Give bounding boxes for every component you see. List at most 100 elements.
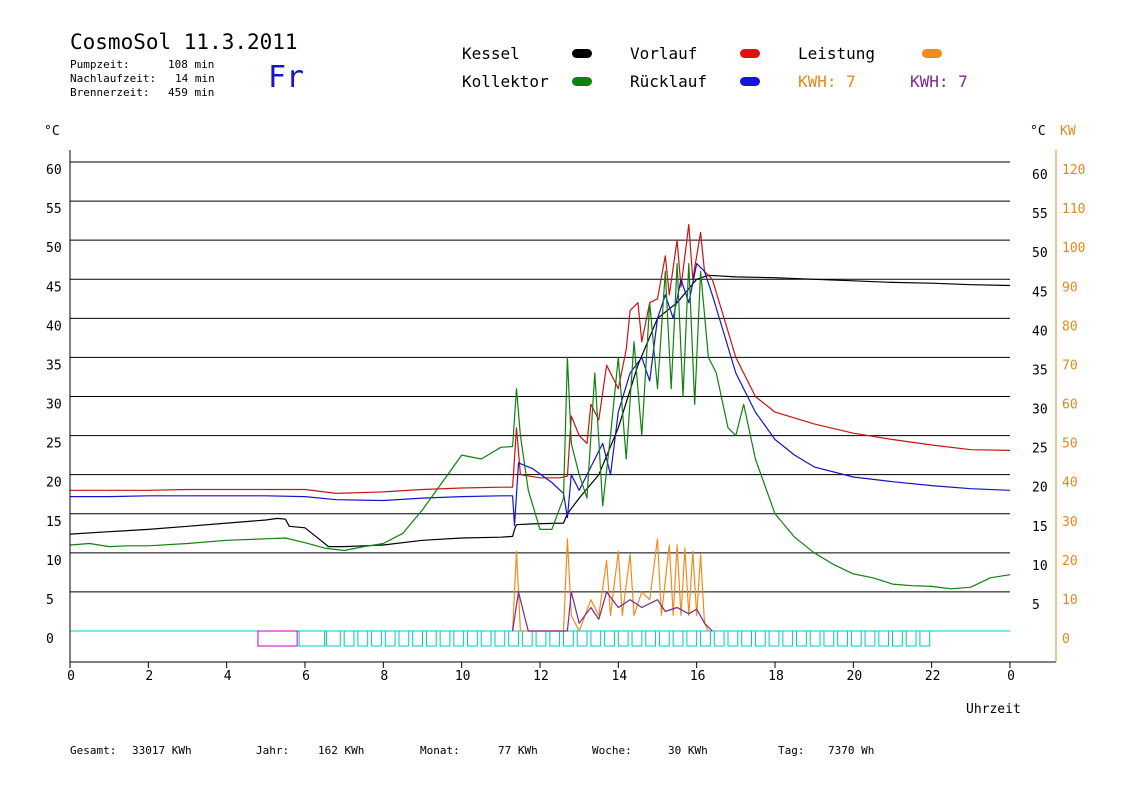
y-right-power-tick-70: 70 [1062, 358, 1078, 373]
footer-label-gesamt: Gesamt: [70, 744, 117, 757]
pump-block-13 [480, 630, 492, 647]
x-axis-label: Uhrzeit [966, 702, 1021, 717]
kwh-purple-label: KWH: 7 [910, 72, 968, 91]
x-tick-11: 22 [925, 669, 941, 684]
y-right-temp-tick-60: 60 [1032, 168, 1048, 183]
legend-swatch-kollektor [572, 77, 592, 86]
y-right-temp-tick-25: 25 [1032, 442, 1048, 457]
x-tick-4: 8 [380, 669, 388, 684]
pump-block-0 [257, 630, 298, 647]
series-line-3 [69, 263, 1011, 590]
x-tick-1: 2 [145, 669, 153, 684]
x-tick-2: 4 [224, 669, 232, 684]
pump-block-3 [343, 630, 355, 647]
kwh-orange-label: KWH: 7 [798, 72, 856, 91]
pump-block-36 [796, 630, 807, 647]
legend-swatch-leistung [922, 49, 942, 58]
y-right-temp-tick-35: 35 [1032, 363, 1048, 378]
pump-block-1 [298, 630, 326, 647]
pump-block-26 [658, 630, 670, 647]
y-left-tick-15: 15 [46, 515, 62, 530]
pump-block-44 [905, 630, 917, 647]
x-tick-0: 0 [67, 669, 75, 684]
y-right-power-tick-10: 10 [1062, 593, 1078, 608]
pump-block-40 [850, 630, 862, 647]
series-line-2 [70, 263, 1011, 527]
pump-block-19 [563, 630, 574, 647]
legend-label-vorlauf: Vorlauf [630, 44, 698, 63]
pump-block-2 [326, 630, 341, 647]
legend-swatch-ruecklauf [740, 77, 760, 86]
footer-label-woche: Woche: [592, 744, 632, 757]
y-right-power-tick-50: 50 [1062, 437, 1078, 452]
y-left-tick-40: 40 [46, 319, 62, 334]
y-right-power-tick-80: 80 [1062, 319, 1078, 334]
y-right-power-tick-110: 110 [1062, 202, 1085, 217]
y-left-tick-0: 0 [46, 632, 54, 647]
pump-block-22 [604, 630, 615, 647]
pump-block-45 [919, 630, 931, 647]
pump-block-6 [384, 630, 396, 647]
y-right-temp-tick-45: 45 [1032, 285, 1048, 300]
pump-block-16 [521, 630, 533, 647]
chart-lines [69, 223, 1011, 632]
chart-ticks: 0510152025303540455055605101520253035404… [46, 163, 1085, 684]
pump-block-42 [878, 630, 890, 647]
y-right-power-tick-0: 0 [1062, 632, 1070, 647]
pump-block-4 [357, 630, 369, 647]
pump-block-38 [823, 630, 835, 647]
stat-value-brennerzeit: 459 min [168, 86, 215, 99]
y-left-tick-30: 30 [46, 398, 62, 413]
pump-block-43 [892, 630, 903, 647]
y-left-tick-45: 45 [46, 280, 62, 295]
pump-block-24 [631, 630, 643, 647]
pump-block-37 [809, 630, 821, 647]
y-left-tick-55: 55 [46, 202, 62, 217]
pump-block-32 [741, 630, 752, 647]
legend-swatch-kessel [572, 49, 592, 58]
pump-block-17 [535, 630, 547, 647]
pump-block-12 [467, 630, 478, 647]
y-right-temp-tick-50: 50 [1032, 246, 1048, 261]
y-right-power-tick-30: 30 [1062, 515, 1078, 530]
pump-block-10 [439, 630, 451, 647]
pump-block-8 [412, 630, 424, 647]
footer-label-tag: Tag: [778, 744, 805, 757]
footer-value-woche: 30 KWh [668, 744, 708, 757]
pump-block-15 [508, 630, 519, 647]
y-left-tick-10: 10 [46, 554, 62, 569]
y-right-temp-tick-55: 55 [1032, 207, 1048, 222]
y-right-power-tick-120: 120 [1062, 163, 1085, 178]
pump-block-30 [713, 630, 725, 647]
footer-value-gesamt: 33017 KWh [132, 744, 192, 757]
y-left-tick-35: 35 [46, 358, 62, 373]
weekday-label: Fr [268, 60, 305, 95]
y-left-tick-25: 25 [46, 437, 62, 452]
stat-value-pumpzeit: 108 min [168, 58, 215, 71]
stat-label-pumpzeit: Pumpzeit: [70, 58, 130, 71]
pump-block-21 [590, 630, 602, 647]
pump-block-18 [549, 630, 561, 647]
legend-label-ruecklauf: Rücklauf [630, 72, 708, 91]
stat-label-nachlaufzeit: Nachlaufzeit: [70, 72, 157, 85]
pump-block-7 [398, 630, 410, 647]
x-tick-10: 20 [847, 669, 863, 684]
pump-block-34 [768, 630, 780, 647]
y-right-temp-tick-30: 30 [1032, 403, 1048, 418]
legend-swatch-vorlauf [740, 49, 760, 58]
left-axis-unit: °C [44, 124, 60, 139]
y-right-power-tick-90: 90 [1062, 280, 1078, 295]
pump-block-14 [494, 630, 506, 647]
y-right-power-tick-100: 100 [1062, 241, 1085, 256]
x-tick-7: 14 [612, 669, 628, 684]
series-line-0 [69, 274, 1011, 548]
y-right-temp-tick-5: 5 [1032, 598, 1040, 613]
legend-label-kessel: Kessel [462, 44, 520, 63]
y-right-temp-tick-10: 10 [1032, 559, 1048, 574]
footer-value-monat: 77 KWh [498, 744, 538, 757]
stat-value-nachlaufzeit: 14 min [175, 72, 215, 85]
pump-block-33 [754, 630, 766, 647]
pump-block-29 [700, 630, 711, 647]
pump-block-27 [672, 630, 684, 647]
